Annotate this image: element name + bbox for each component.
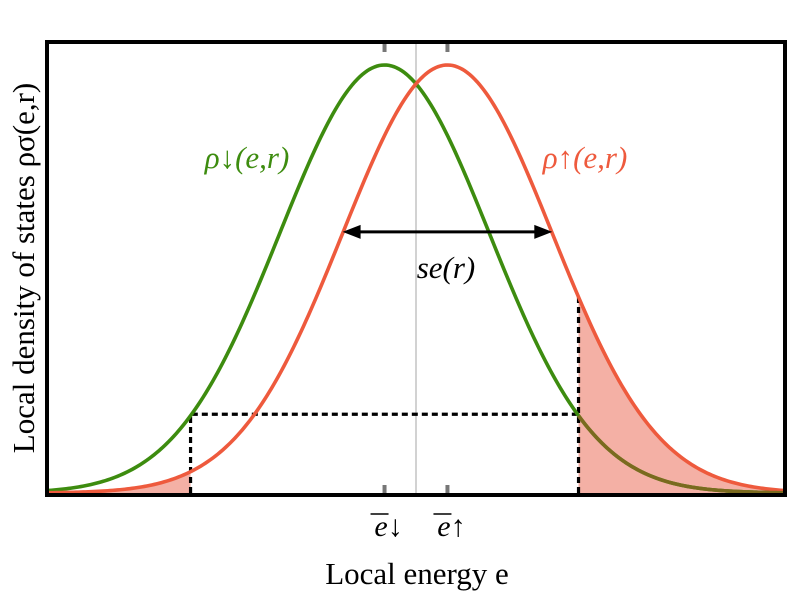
series-line-up <box>48 63 784 495</box>
y-axis-label: Local density of states ρσ(e,r) <box>6 83 41 453</box>
arrow-head-left <box>342 224 361 239</box>
x-axis-label: Local energy e <box>325 556 509 591</box>
shaded-tail-left <box>49 471 191 493</box>
width-arrow <box>342 224 553 239</box>
mean-label-up: e↑ <box>437 510 465 543</box>
overlap-tail <box>577 414 784 495</box>
plot-frame <box>45 40 787 497</box>
shaded-tail-right <box>578 297 783 493</box>
mean-labels: e↓ e↑ <box>374 510 465 543</box>
series-label-down: ρ↓(e,r) <box>204 140 290 175</box>
arrow-head-right <box>534 224 553 239</box>
plot-area <box>48 40 784 497</box>
width-label: se(r) <box>417 250 476 285</box>
series-label-up: ρ↑(e,r) <box>542 140 628 175</box>
threshold-box <box>188 297 581 493</box>
mean-label-down: e↓ <box>374 510 402 543</box>
